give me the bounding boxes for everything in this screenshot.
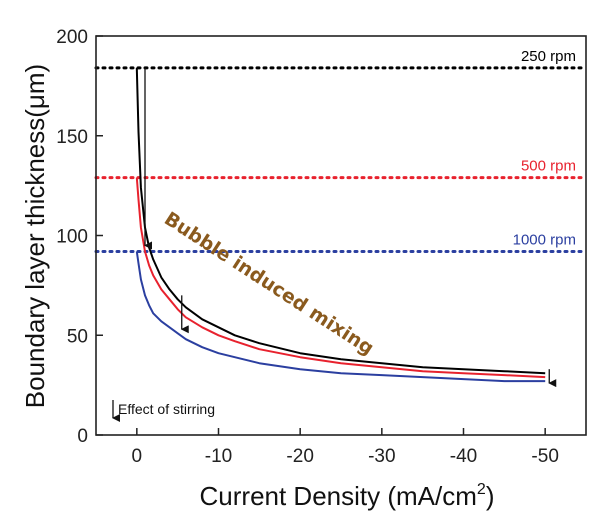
y-tick-label: 0	[77, 426, 88, 447]
x-axis-title-superscript: 2	[477, 481, 486, 498]
x-axis-title-main: Current Density (mA/cm	[200, 481, 477, 511]
series-line-3	[135, 251, 546, 383]
reference-lines	[94, 66, 588, 253]
x-axis-ticks: 0 -10 -20 -30 -40 -50	[132, 428, 559, 467]
y-tick-label: 50	[67, 326, 88, 347]
y-axis-title-close: )	[20, 64, 50, 73]
y-tick-label: 150	[56, 127, 88, 148]
series-line-2	[135, 177, 546, 379]
series-curves	[135, 67, 546, 383]
series-line-1	[135, 67, 546, 375]
stirring-note: Effect of stirring	[118, 401, 215, 417]
annotation-arrows	[144, 67, 557, 388]
x-axis-title: Current Density (mA/cm2)	[200, 481, 495, 511]
x-tick-label: -10	[205, 446, 232, 467]
y-axis-title-unit: μm	[20, 72, 50, 109]
reference-label-1000-rpm: 1000 rpm	[513, 231, 576, 248]
reference-line-labels: 250 rpm 500 rpm 1000 rpm	[513, 48, 576, 249]
x-tick-label: 0	[132, 446, 143, 467]
x-tick-label: -30	[368, 446, 395, 467]
x-axis-title-close: )	[486, 481, 495, 511]
reference-label-250-rpm: 250 rpm	[521, 48, 576, 65]
y-axis-ticks: 0 50 100 150 200	[56, 27, 103, 447]
y-axis-title: Boundary layer thickness(μm)	[20, 64, 50, 408]
x-tick-label: -20	[286, 446, 313, 467]
x-tick-label: -50	[531, 446, 558, 467]
y-tick-label: 200	[56, 27, 88, 48]
bubble-mixing-annotation: Bubble induced mixing	[160, 208, 377, 360]
reference-label-500-rpm: 500 rpm	[521, 158, 576, 175]
x-tick-label: -40	[450, 446, 477, 467]
y-tick-label: 100	[56, 227, 88, 248]
y-axis-title-main: Boundary layer thickness(	[20, 109, 50, 408]
